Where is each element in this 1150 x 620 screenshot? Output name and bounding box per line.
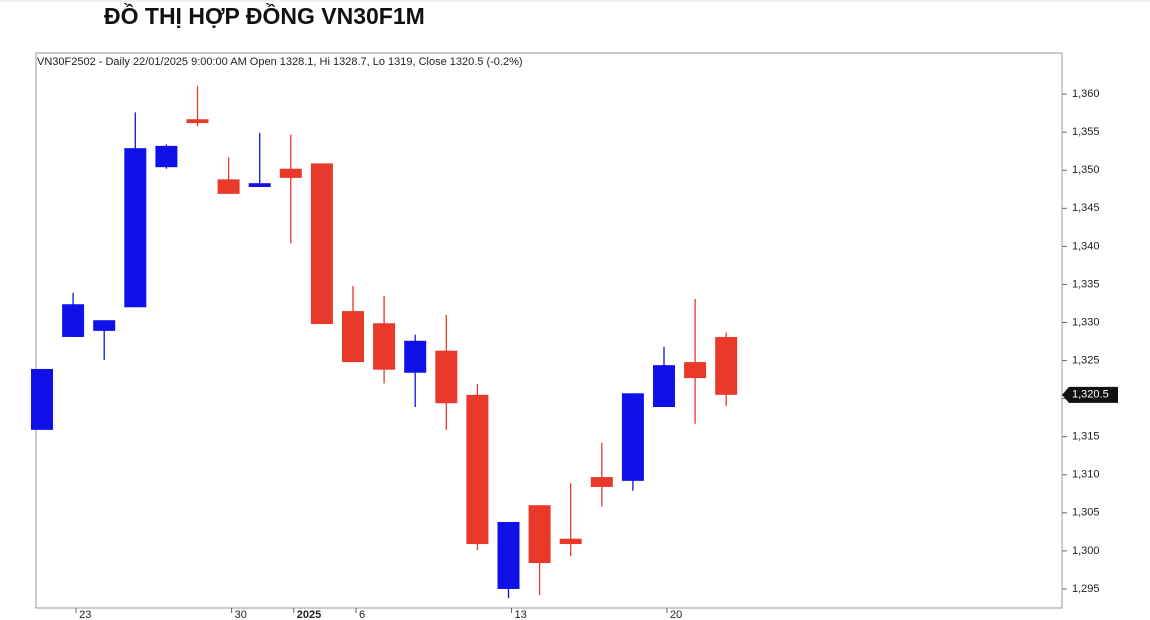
candle-body — [310, 163, 333, 325]
candle-body — [155, 145, 178, 168]
y-tick-label: 1,350 — [1072, 164, 1100, 176]
y-tick-label: 1,335 — [1072, 278, 1100, 290]
candle-body — [279, 168, 302, 178]
candle-body — [248, 183, 271, 187]
y-tick-label: 1,330 — [1072, 316, 1100, 328]
candle-body — [715, 336, 738, 395]
y-tick-label: 1,315 — [1072, 431, 1100, 443]
y-tick-label: 1,295 — [1072, 583, 1100, 595]
candle-body — [590, 477, 613, 487]
candle-body — [466, 394, 489, 545]
candle-body — [621, 393, 644, 481]
candle-body — [93, 320, 116, 331]
x-tick-label: 23 — [79, 609, 91, 620]
candle-body — [373, 323, 396, 370]
candle-body — [124, 148, 147, 308]
x-tick-label: 6 — [359, 609, 365, 620]
chart-subtitle: VN30F2502 - Daily 22/01/2025 9:00:00 AM … — [37, 56, 523, 68]
candle-body — [404, 340, 427, 373]
candle-body — [435, 350, 458, 404]
y-tick-label: 1,355 — [1072, 126, 1100, 138]
candle-body — [217, 179, 240, 194]
y-tick-label: 1,340 — [1072, 240, 1100, 252]
y-tick-label: 1,300 — [1072, 545, 1100, 557]
x-tick-label: 20 — [670, 609, 682, 620]
candle-body — [653, 365, 675, 408]
x-tick-label: 30 — [235, 609, 247, 620]
y-tick-label: 1,310 — [1072, 469, 1100, 481]
x-tick-label: 2025 — [297, 609, 321, 620]
candle-body — [342, 311, 364, 363]
candle-body — [186, 119, 209, 124]
candle-body — [62, 304, 85, 337]
x-tick-label: 13 — [515, 609, 527, 620]
y-tick-label: 1,360 — [1072, 88, 1100, 100]
candle-body — [559, 538, 582, 545]
chart-title: ĐỒ THỊ HỢP ĐỒNG VN30F1M — [104, 2, 425, 29]
candle-body — [31, 368, 53, 430]
candle-body — [497, 521, 520, 589]
y-tick-label: 1,325 — [1072, 354, 1100, 366]
candle-body — [684, 362, 707, 379]
last-price-marker — [1062, 386, 1118, 403]
candle-body — [528, 505, 551, 564]
y-tick-label: 1,305 — [1072, 507, 1100, 519]
y-tick-label: 1,345 — [1072, 202, 1100, 214]
plot-frame — [35, 52, 1063, 609]
last-price-label: 1,320.5 — [1072, 389, 1109, 401]
